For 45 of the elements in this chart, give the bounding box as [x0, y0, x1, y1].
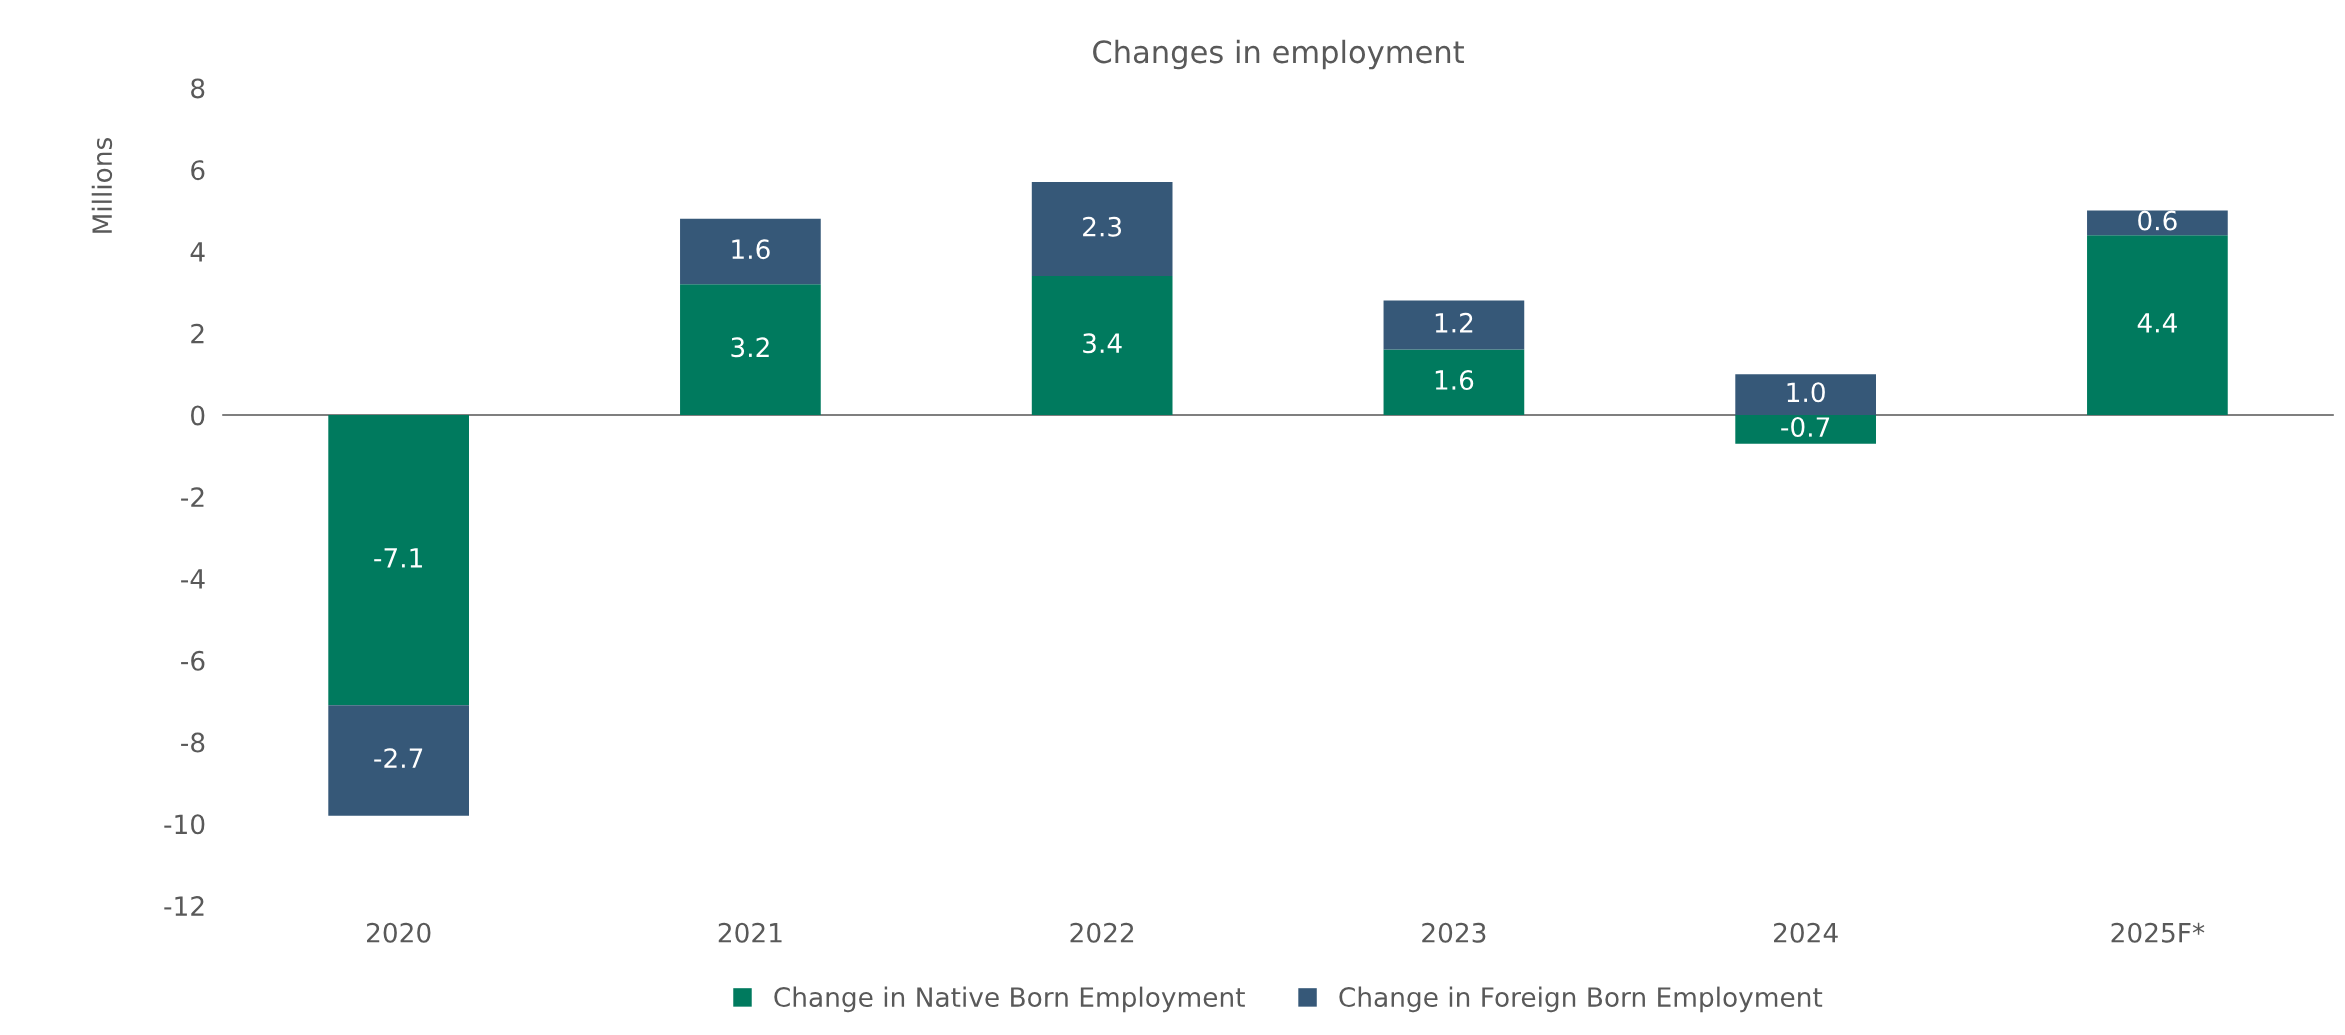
y-tick-label: 0: [191, 405, 205, 426]
legend-label: Change in Native Born Employment: [774, 986, 1245, 1013]
y-tick-label: 2: [191, 323, 204, 344]
bar: [1031, 182, 1173, 277]
bar: [1383, 300, 1525, 350]
bar: [2087, 210, 2228, 236]
y-tick-label: 8: [191, 78, 205, 99]
bar: [328, 705, 469, 816]
x-tick-label: 2024: [1774, 922, 1838, 943]
bar: [1735, 374, 1876, 416]
y-tick-label: 6: [191, 160, 205, 181]
chart-title: Changes in employment: [1093, 39, 1464, 70]
bar: [680, 284, 821, 416]
data-label: -2.7: [374, 748, 423, 768]
data-label: 3.2: [731, 337, 769, 358]
data-label: 3.4: [1083, 333, 1122, 354]
x-tick-label: 2022: [1070, 922, 1134, 943]
x-tick-label: 2025F*: [2111, 922, 2205, 943]
bar: [1383, 349, 1525, 416]
data-label: 0.6: [2138, 210, 2177, 231]
data-label: -0.7: [1781, 417, 1830, 437]
y-tick-label: -2: [181, 487, 204, 507]
y-tick-label: 4: [190, 242, 205, 262]
data-label: 4.4: [2137, 313, 2177, 333]
bar: [680, 218, 821, 285]
y-tick-label: -6: [181, 650, 205, 671]
data-label: 1.6: [1435, 370, 1474, 390]
y-tick-label: -10: [164, 814, 205, 835]
data-label: 1.2: [1435, 312, 1473, 333]
bar: [1735, 415, 1876, 444]
y-axis-title: Millions: [91, 138, 113, 233]
y-tick-label: -4: [181, 569, 205, 589]
y-tick-label: -8: [181, 732, 205, 753]
data-label: 1.6: [732, 239, 770, 260]
data-label: 2.3: [1083, 216, 1122, 237]
legend-label: Change in Foreign Born Employment: [1339, 986, 1823, 1013]
bar: [328, 415, 469, 706]
y-tick-label: -12: [164, 896, 204, 916]
x-tick-label: 2020: [367, 922, 431, 943]
x-tick-label: 2021: [718, 922, 782, 943]
bar: [2087, 235, 2228, 416]
data-label: 1.0: [1787, 382, 1825, 403]
bar: [1031, 276, 1173, 416]
x-tick-label: 2023: [1422, 922, 1486, 943]
data-label: -7.1: [374, 548, 422, 568]
